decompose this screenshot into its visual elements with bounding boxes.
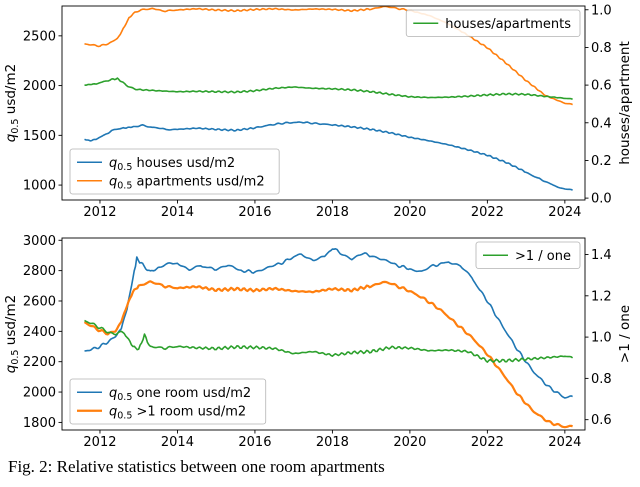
y-tick-label: 1000 xyxy=(23,179,56,194)
x-tick-label: 2018 xyxy=(316,205,349,220)
y-tick-label: 2000 xyxy=(23,79,56,94)
y-tick-label: 2500 xyxy=(23,29,56,44)
y-tick-label: 1.0 xyxy=(591,331,612,346)
y-axis-left: 1800 2000 2200 2400 2600 2800 3000 xyxy=(23,234,62,431)
y-axis-right: 0.0 0.2 0.4 0.6 0.8 1.0 xyxy=(585,3,612,207)
y-tick-label: 0.6 xyxy=(591,79,612,94)
legend-label: q0.5 >1 room usd/m2 xyxy=(109,404,246,421)
y-tick-label: 0.4 xyxy=(591,116,612,131)
x-axis: 2012 2014 2016 2018 2020 2022 2024 xyxy=(83,430,581,450)
x-tick-label: 2018 xyxy=(316,435,349,450)
x-tick-label: 2014 xyxy=(161,205,194,220)
y-tick-label: 1800 xyxy=(23,416,56,431)
x-tick-label: 2016 xyxy=(238,435,271,450)
x-tick-label: 2022 xyxy=(471,435,504,450)
legend: houses/apartments xyxy=(405,9,581,37)
y-tick-label: 0.2 xyxy=(591,154,612,169)
figure-caption: Fig. 2: Relative statistics between one … xyxy=(8,457,385,476)
y-tick-label: 1.0 xyxy=(591,3,612,18)
y-tick-label: 0.0 xyxy=(591,192,612,207)
series-group xyxy=(84,6,573,191)
x-tick-label: 2022 xyxy=(471,205,504,220)
y-tick-label: 2000 xyxy=(23,386,56,401)
line-q0-5-one-room-usd-m2 xyxy=(84,248,573,399)
x-tick-label: 2016 xyxy=(238,205,271,220)
x-tick-label: 2024 xyxy=(548,435,581,450)
line-q0-5-apartments-usd-m2 xyxy=(84,6,573,106)
series-group xyxy=(83,248,574,429)
y-axis-right: 0.6 0.8 1.0 1.2 1.4 xyxy=(585,248,612,428)
y-axis-label-right: houses/apartment xyxy=(617,41,633,165)
y-axis-label-right: >1 / one xyxy=(617,305,633,363)
axes-frame xyxy=(61,5,586,201)
line-q0-5-houses-usd-m2 xyxy=(84,121,573,191)
x-tick-label: 2020 xyxy=(393,435,426,450)
x-tick-label: 2012 xyxy=(83,435,116,450)
legend: >1 / one xyxy=(475,241,581,269)
y-axis-label-left: q0.5 usd/m2 xyxy=(3,64,21,142)
legend-label: q0.5 apartments usd/m2 xyxy=(109,174,265,191)
bottom-chart: 2012 2014 2016 2018 2020 2022 2024 1800 2000 2200… xyxy=(3,234,633,450)
y-tick-label: 2200 xyxy=(23,355,56,370)
y-tick-label: 2600 xyxy=(23,294,56,309)
y-tick-label: 1500 xyxy=(23,129,56,144)
x-tick-label: 2012 xyxy=(83,205,116,220)
y-tick-label: 1.4 xyxy=(591,248,612,263)
line-1-one xyxy=(84,319,574,363)
legend-label: q0.5 houses usd/m2 xyxy=(109,156,235,173)
y-axis-label-left: q0.5 usd/m2 xyxy=(3,295,21,373)
x-tick-label: 2020 xyxy=(393,205,426,220)
y-tick-label: 0.8 xyxy=(591,41,612,56)
y-tick-label: 2800 xyxy=(23,264,56,279)
x-tick-label: 2014 xyxy=(161,435,194,450)
y-tick-label: 0.6 xyxy=(591,413,612,428)
x-axis: 2012 2014 2016 2018 2020 2022 2024 xyxy=(83,200,581,220)
legend-label: >1 / one xyxy=(515,249,571,264)
y-tick-label: 2400 xyxy=(23,325,56,340)
axes-frame xyxy=(61,237,586,431)
x-tick-label: 2024 xyxy=(548,205,581,220)
y-tick-label: 1.2 xyxy=(591,289,612,304)
y-tick-label: 0.8 xyxy=(591,372,612,387)
top-chart: 2012 2014 2016 2018 2020 2022 2024 1000 1500 2000… xyxy=(3,3,633,220)
legend-label: houses/apartments xyxy=(445,17,571,32)
y-tick-label: 3000 xyxy=(23,234,56,249)
legend-label: q0.5 one room usd/m2 xyxy=(109,386,251,403)
line-q0-5-1-room-usd-m2 xyxy=(83,280,574,429)
y-axis-left: 1000 1500 2000 2500 xyxy=(23,29,62,194)
line-houses-apartments xyxy=(84,77,573,101)
